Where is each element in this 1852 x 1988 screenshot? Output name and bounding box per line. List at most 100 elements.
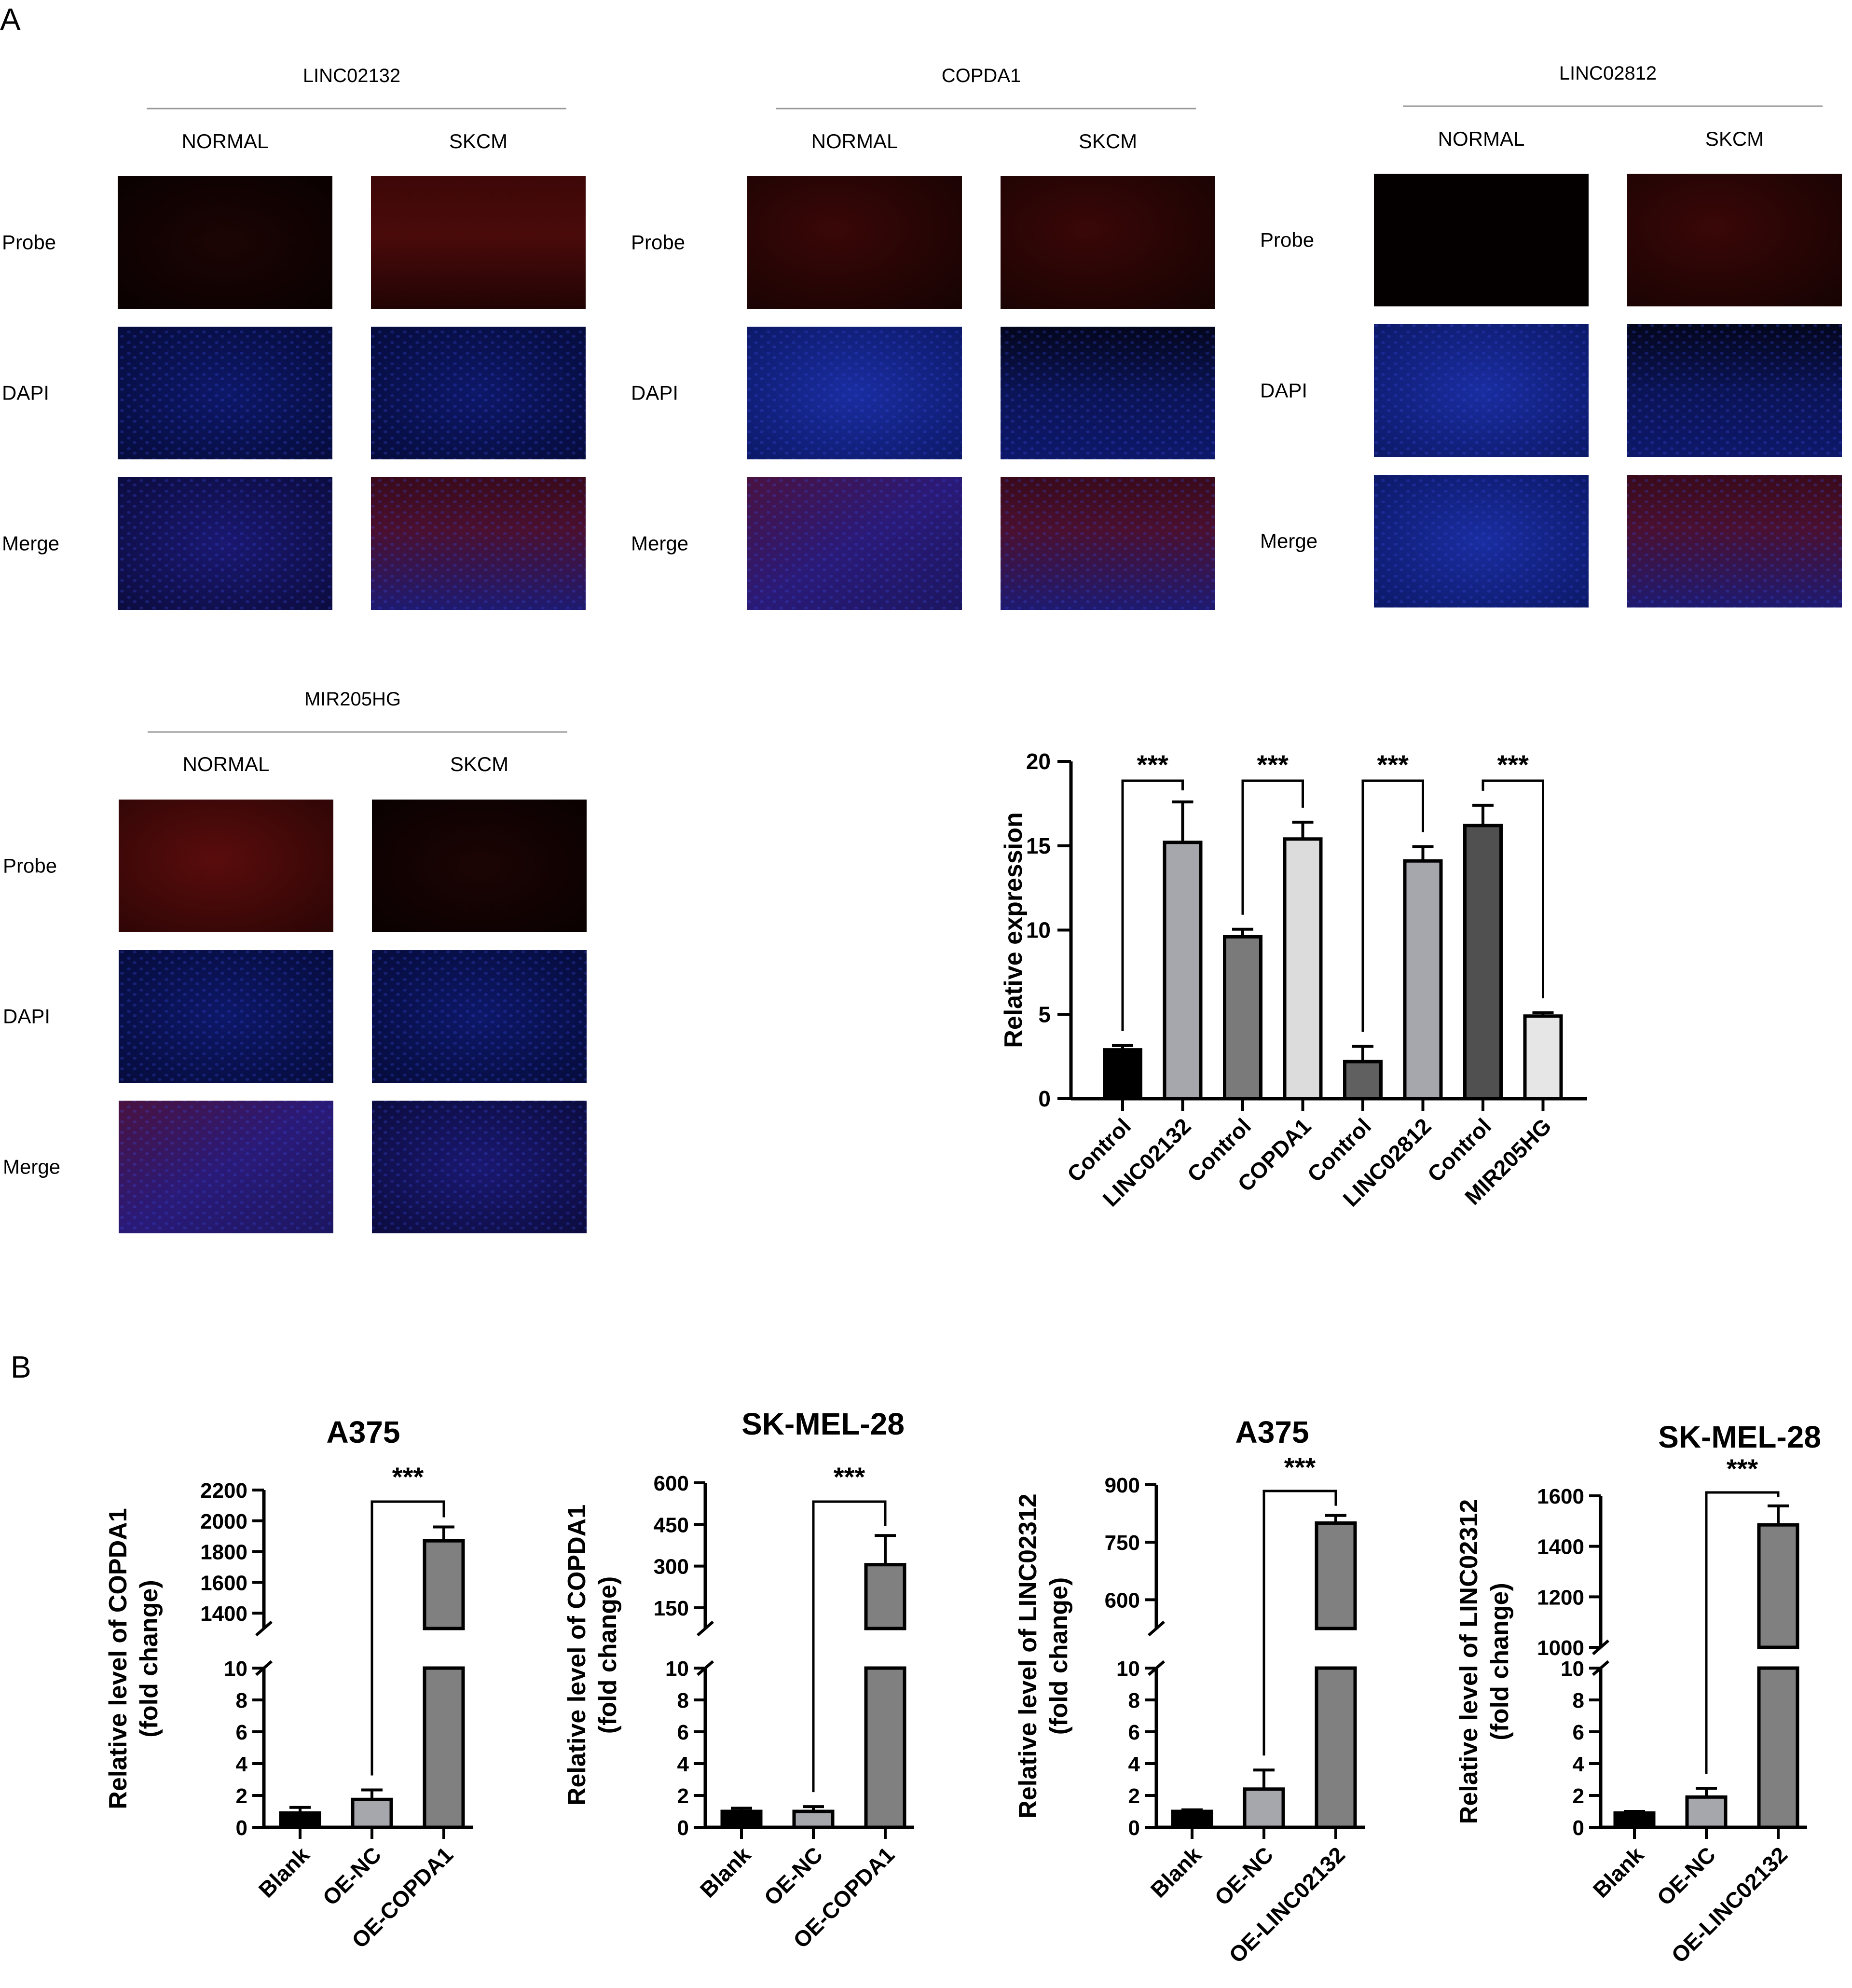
chart-b-y-tick-label-lower: 6 [1573,1721,1584,1744]
fish-row-label-probe: Probe [1260,229,1314,251]
chart-b-y-tick-label-lower: 6 [236,1721,247,1744]
chart-b-sig-bracket [370,1500,445,1776]
micrograph-nuclei-texture [119,950,333,1083]
chart-b-y-tick-label-lower: 4 [1573,1753,1585,1776]
chart-b-x-label: OE-NC [1652,1842,1720,1910]
micrograph-probe-normal [119,800,333,932]
chart-b-title: SK-MEL-28 [741,1407,905,1441]
chart-b-x-label: OE-NC [317,1842,386,1910]
chart-b-y-tick-label-upper: 1400 [1537,1535,1584,1559]
fish-row-label-merge: Merge [3,1156,60,1178]
chart-b-y-tick-label-upper: 600 [1105,1588,1140,1612]
fish-col-label-normal: NORMAL [1438,127,1525,150]
micrograph-nuclei-texture [118,327,332,459]
chart-b-y-tick-label-upper: 750 [1105,1531,1140,1555]
chart-b-y-axis-title-line2: (fold change) [1486,1583,1514,1740]
chart-a-bar-0 [1103,1048,1142,1101]
chart-a-y-tick-label: 0 [1038,1086,1051,1111]
chart-b-y-tick-label-lower: 2 [1128,1784,1140,1808]
chart-b-y-tick-label-lower: 10 [224,1657,247,1681]
chart-a-y-tick-label: 5 [1038,1002,1051,1027]
chart-a-bar-4 [1343,1060,1383,1101]
fish-col-label-skcm: SKCM [1079,130,1137,152]
chart-b-sig-label: *** [392,1462,424,1492]
micrograph-probe-normal [118,176,332,309]
chart-b-y-tick-label-upper: 150 [654,1597,689,1620]
chart-a-bar-1 [1163,841,1203,1101]
chart-a-bar-3 [1283,837,1323,1101]
chart-b-axis-break-mark [1148,1620,1165,1637]
chart-b-y-tick-label-lower: 8 [1128,1689,1140,1712]
chart-b-bar-0 [720,1809,763,1829]
chart-b-y-tick-label-lower: 4 [1128,1753,1140,1776]
chart-b2: SK-MEL-28 Relative level of COPDA1 (fold c… [563,1407,914,1953]
chart-b-y-tick-label-lower: 0 [236,1816,247,1840]
micrograph-probe-normal [1374,174,1589,306]
chart-b-y-tick-label-upper: 300 [654,1555,689,1579]
chart-b-axis-break-mark [697,1620,714,1637]
micrograph-probe-skcm [1627,174,1842,306]
chart-b-x-label: Blank [1146,1842,1207,1903]
chart-b-y-tick-label-lower: 10 [1116,1657,1140,1681]
chart-b-y-axis-title-line1: Relative level of COPDA1 [104,1508,132,1809]
panel-label-b: B [11,1350,31,1384]
chart-b-bar-0 [279,1811,321,1829]
micrograph-nuclei-texture [1001,477,1215,610]
micrograph-nuclei-texture [1627,324,1842,457]
fish-row-label-dapi: DAPI [2,382,49,404]
fish-row-label-dapi: DAPI [631,382,678,404]
chart-b-y-axis-title-line2: (fold change) [594,1576,622,1734]
chart-b-y-tick-label-lower: 6 [1128,1721,1140,1744]
chart-b-sig-bracket [1705,1491,1780,1774]
chart-a-sig-label: *** [1377,749,1409,780]
chart-b-y-tick-label-lower: 4 [677,1753,689,1776]
chart-b-y-tick-label-upper: 2200 [200,1479,247,1503]
chart-a-sig-bracket [1361,779,1424,1032]
fish-gene-title: LINC02812 [1559,63,1657,84]
chart-a-sig-label: *** [1137,749,1169,780]
chart-b-bar-upper-2 [1315,1521,1357,1630]
chart-b-y-axis-title-line1: Relative level of LINC02312 [1455,1499,1483,1824]
chart-b-y-tick-label-upper: 1000 [1537,1636,1584,1660]
chart-b-y-tick-label-upper: 1200 [1537,1586,1584,1609]
chart-b-y-tick-label-upper: 2000 [200,1510,247,1533]
micrograph-nuclei-texture [1374,324,1589,457]
fish-row-label-probe: Probe [631,231,685,254]
chart-b-y-tick-label-lower: 2 [236,1784,247,1808]
chart-b-x-label: OE-NC [759,1842,827,1910]
chart-b-bar-upper-2 [1757,1523,1799,1649]
micrograph-nuclei-texture [747,477,962,610]
fish-row-label-probe: Probe [3,855,57,877]
chart-b-x-label: Blank [695,1842,756,1903]
panel-label-a: A [0,2,21,37]
micrograph-probe-skcm [371,176,586,309]
fish-row-label-merge: Merge [631,532,688,555]
fish-col-label-normal: NORMAL [811,130,898,152]
fish-row-label-dapi: DAPI [1260,379,1307,402]
chart-b-y-tick-label-lower: 0 [1128,1816,1140,1840]
micrograph-nuclei-texture [1001,327,1215,459]
chart-b-axis-break-mark [255,1620,273,1637]
chart-b-y-tick-label-lower: 4 [236,1753,248,1776]
chart-b-y-tick-label-lower: 0 [1573,1816,1584,1840]
chart-b-y-tick-label-upper: 1800 [200,1541,247,1564]
fish-row-label-probe: Probe [2,231,56,254]
chart-b-y-tick-label-upper: 1600 [200,1571,247,1595]
micrograph-nuclei-texture [371,327,586,459]
fish-col-label-skcm: SKCM [449,130,508,152]
micrograph-nuclei-texture [372,1101,587,1233]
chart-b-y-tick-label-upper: 1600 [1537,1485,1584,1508]
chart-a-sig-label: *** [1497,749,1529,780]
chart-b-y-axis-title-line2: (fold change) [1045,1577,1073,1735]
fish-col-label-normal: NORMAL [183,753,270,775]
chart-b-title: A375 [327,1415,400,1450]
chart-b-y-tick-label-upper: 450 [654,1513,689,1537]
chart-a-sig-label: *** [1257,749,1289,780]
chart-a-sig-bracket [1121,779,1184,1031]
chart-b-y-axis-title-line2: (fold change) [135,1580,163,1737]
micrograph-probe-normal [747,176,962,309]
chart-b-bar-lower-2 [1315,1666,1357,1829]
chart-b1: A375 Relative level of COPDA1 (fold change… [104,1415,473,1953]
chart-b-bar-lower-2 [1757,1666,1799,1829]
fish-row-label-dapi: DAPI [3,1005,50,1028]
